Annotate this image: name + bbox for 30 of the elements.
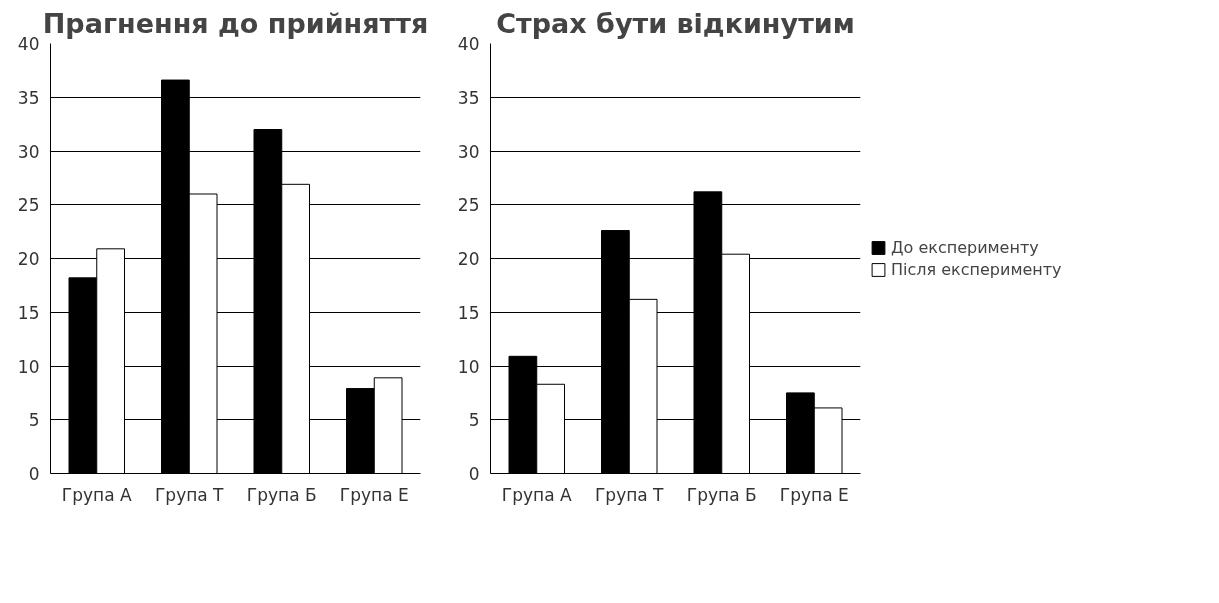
legend-label: До експерименту: [891, 237, 1039, 257]
y-tick-label: 0: [468, 464, 480, 484]
x-tick-label: Група А: [61, 484, 133, 505]
y-tick-label: 35: [17, 87, 40, 108]
y-tick-label: 5: [28, 410, 40, 431]
y-tick-label: 25: [457, 195, 480, 216]
x-tick-label: Група Б: [246, 484, 317, 505]
chart-title: Страх бути відкинутим: [496, 7, 855, 39]
y-tick-label: 25: [17, 195, 40, 216]
legend-label: Після експерименту: [891, 259, 1062, 279]
y-tick-label: 10: [457, 356, 480, 377]
x-tick-label: Група Б: [686, 484, 757, 505]
y-tick-label: 40: [17, 34, 40, 54]
x-tick-label: Група Е: [339, 484, 409, 505]
x-tick-label: Група Т: [594, 484, 665, 505]
y-tick-label: 20: [17, 249, 40, 269]
x-tick-label: Група Т: [154, 484, 225, 505]
y-tick-label: 15: [17, 302, 40, 323]
chart-title: Прагнення до прийняття: [42, 7, 429, 39]
y-tick-label: 30: [17, 141, 40, 162]
y-tick-label: 15: [457, 302, 480, 323]
y-tick-label: 20: [457, 249, 480, 269]
y-tick-label: 0: [28, 464, 40, 484]
x-tick-label: Група А: [501, 484, 573, 505]
y-tick-label: 5: [468, 410, 480, 431]
x-tick-label: Група Е: [779, 484, 849, 505]
y-tick-label: 35: [457, 87, 480, 108]
y-tick-label: 40: [457, 34, 480, 54]
y-tick-label: 10: [17, 356, 40, 377]
y-tick-label: 30: [457, 141, 480, 162]
